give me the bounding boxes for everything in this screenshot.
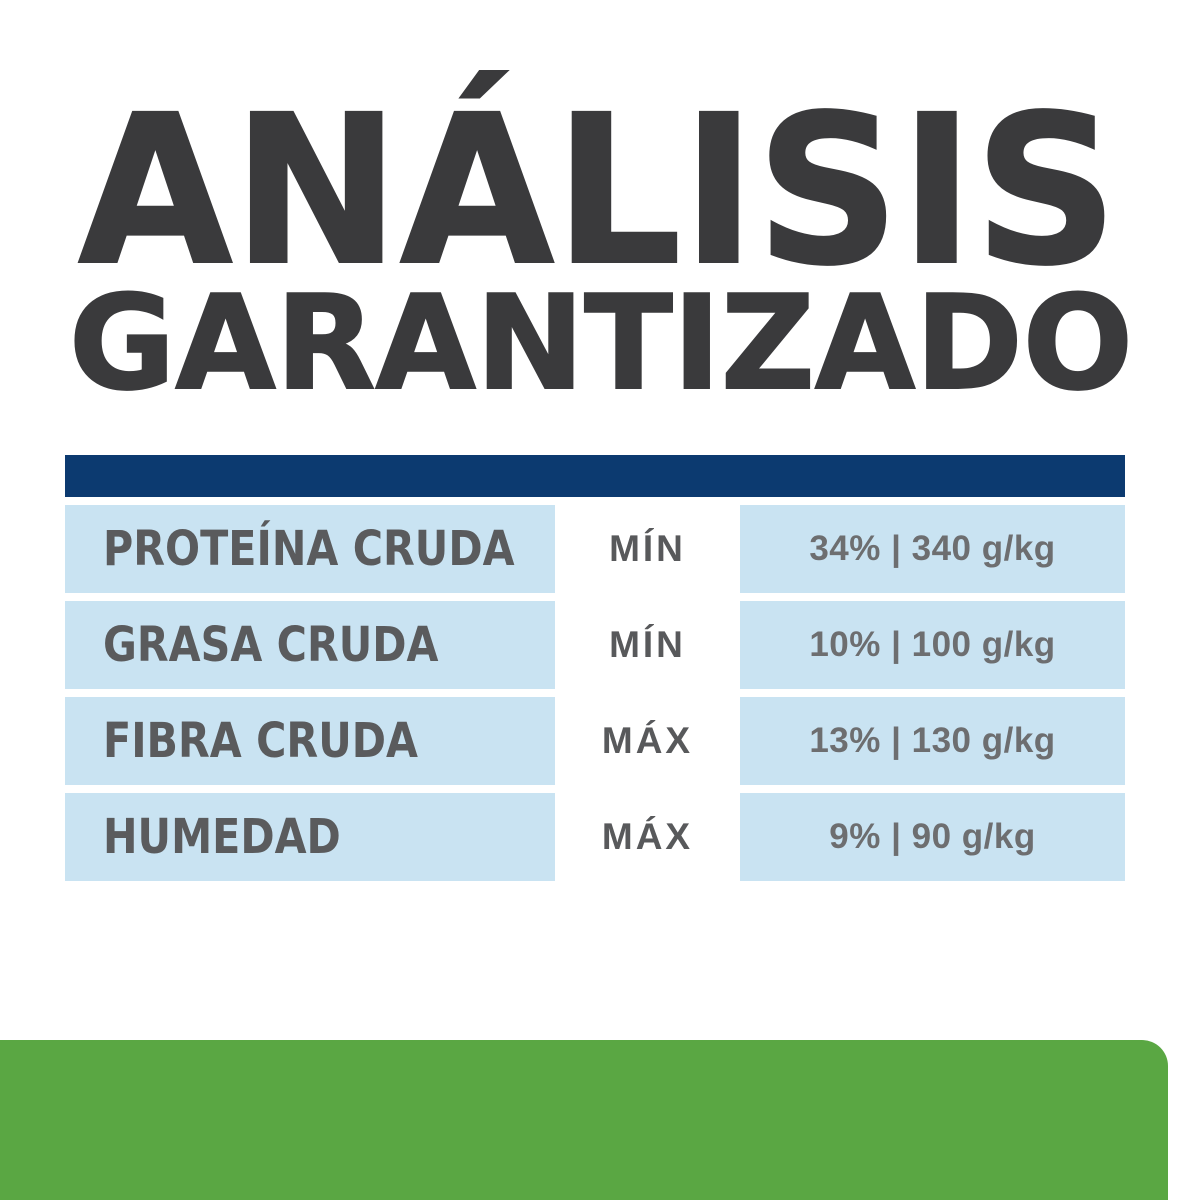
nutrient-label-cell: FIBRA CRUDA <box>65 697 555 785</box>
nutrient-value: 9% | 90 g/kg <box>829 817 1036 856</box>
nutrient-label: GRASA CRUDA <box>103 617 439 673</box>
table-row: PROTEÍNA CRUDA MÍN 34% | 340 g/kg <box>0 505 1200 593</box>
table-header-bar <box>65 455 1125 497</box>
qualifier-min-max: MÍN <box>609 624 686 665</box>
nutrient-value-cell: 9% | 90 g/kg <box>740 793 1125 881</box>
nutrient-value-cell: 10% | 100 g/kg <box>740 601 1125 689</box>
table-row: HUMEDAD MÁX 9% | 90 g/kg <box>0 793 1200 881</box>
page-title: ANÁLISIS GARANTIZADO <box>68 68 1134 420</box>
title-line-2: GARANTIZADO <box>69 267 1133 419</box>
qualifier-min-max: MÁX <box>601 816 694 857</box>
nutrient-label-cell: HUMEDAD <box>65 793 555 881</box>
nutrient-value-cell: 34% | 340 g/kg <box>740 505 1125 593</box>
nutrient-label-cell: PROTEÍNA CRUDA <box>65 505 555 593</box>
nutrient-value: 13% | 130 g/kg <box>809 721 1056 760</box>
nutrient-label: PROTEÍNA CRUDA <box>103 521 515 577</box>
qualifier-cell: MÁX <box>555 697 740 785</box>
nutrient-value: 10% | 100 g/kg <box>809 625 1056 664</box>
qualifier-cell: MÁX <box>555 793 740 881</box>
nutrient-value: 34% | 340 g/kg <box>809 529 1056 568</box>
nutrient-label-cell: GRASA CRUDA <box>65 601 555 689</box>
nutrient-value-cell: 13% | 130 g/kg <box>740 697 1125 785</box>
table-row: FIBRA CRUDA MÁX 13% | 130 g/kg <box>0 697 1200 785</box>
nutrient-label: FIBRA CRUDA <box>103 713 418 769</box>
nutrient-label: HUMEDAD <box>103 809 341 865</box>
qualifier-min-max: MÍN <box>609 528 686 569</box>
footer-green-bar <box>0 1040 1168 1200</box>
table-row: GRASA CRUDA MÍN 10% | 100 g/kg <box>0 601 1200 689</box>
title-line-1: ANÁLISIS <box>78 69 1118 311</box>
qualifier-cell: MÍN <box>555 601 740 689</box>
qualifier-min-max: MÁX <box>601 720 694 761</box>
qualifier-cell: MÍN <box>555 505 740 593</box>
